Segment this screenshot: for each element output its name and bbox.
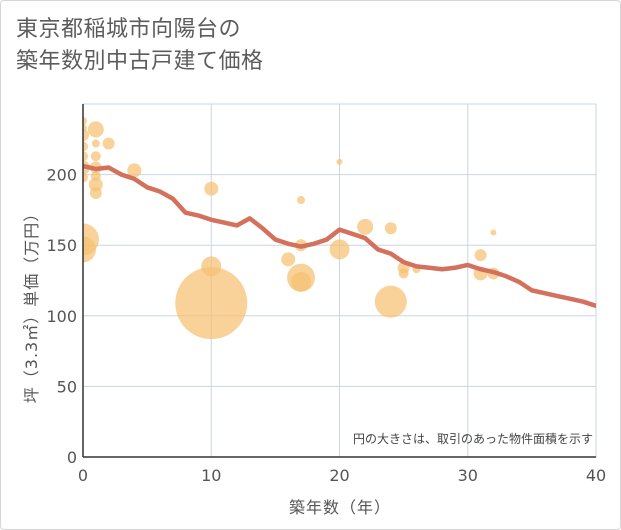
bubble-point xyxy=(83,172,88,183)
bubble-point xyxy=(91,139,100,148)
bubble-point xyxy=(490,229,497,236)
x-tick-label: 40 xyxy=(586,466,606,485)
bubble-point xyxy=(83,151,88,162)
chart-title-line-2: 築年数別中古戸建て価格 xyxy=(16,49,264,74)
bubble-point xyxy=(384,222,397,235)
bubble-point xyxy=(329,239,350,260)
bubble-point xyxy=(357,218,374,235)
bubble-point xyxy=(204,181,219,196)
bubble-point xyxy=(297,196,306,205)
bubble-point xyxy=(374,285,407,318)
bubble-point xyxy=(83,129,89,142)
bubble-point xyxy=(175,267,248,340)
y-tick-label: 50 xyxy=(57,377,77,396)
x-tick-label: 30 xyxy=(458,466,478,485)
bubble-size-note: 円の大きさは、取引のあった物件面積を示す xyxy=(353,431,593,446)
bubble-point xyxy=(127,163,142,178)
x-axis-label: 築年数（年） xyxy=(289,498,391,517)
y-tick-label: 0 xyxy=(67,448,77,467)
y-tick-label: 150 xyxy=(46,236,77,255)
bubble-point xyxy=(90,151,101,162)
bubble-series xyxy=(83,116,500,340)
x-tick-label: 0 xyxy=(78,466,88,485)
x-tick-label: 20 xyxy=(329,466,349,485)
bubble-point xyxy=(87,121,104,138)
bubble-point xyxy=(83,141,88,152)
bubble-point xyxy=(83,116,87,125)
bubble-point xyxy=(398,268,409,279)
bubble-point xyxy=(83,236,96,263)
bubble-point xyxy=(336,158,343,165)
bubble-point xyxy=(281,252,296,267)
bubble-point xyxy=(89,186,102,199)
tick-labels: 0 10 20 30 40 0 50 100 150 200 xyxy=(46,166,606,485)
bubble-point xyxy=(474,249,487,262)
bubble-point xyxy=(102,137,115,150)
y-axis-label: 坪（3.3㎡）単価（万円） xyxy=(22,205,41,403)
trend-line xyxy=(83,163,596,309)
axes xyxy=(82,104,596,458)
x-tick-label: 10 xyxy=(201,466,221,485)
bubble-point xyxy=(88,177,103,192)
y-tick-label: 100 xyxy=(46,307,77,326)
chart-title-line-1: 東京都稲城市向陽台の xyxy=(16,17,242,42)
bubble-point xyxy=(291,271,312,292)
trend-series xyxy=(83,163,596,309)
chart-title: 東京都稲城市向陽台の 築年数別中古戸建て価格 xyxy=(16,14,264,78)
y-tick-label: 200 xyxy=(46,166,77,185)
